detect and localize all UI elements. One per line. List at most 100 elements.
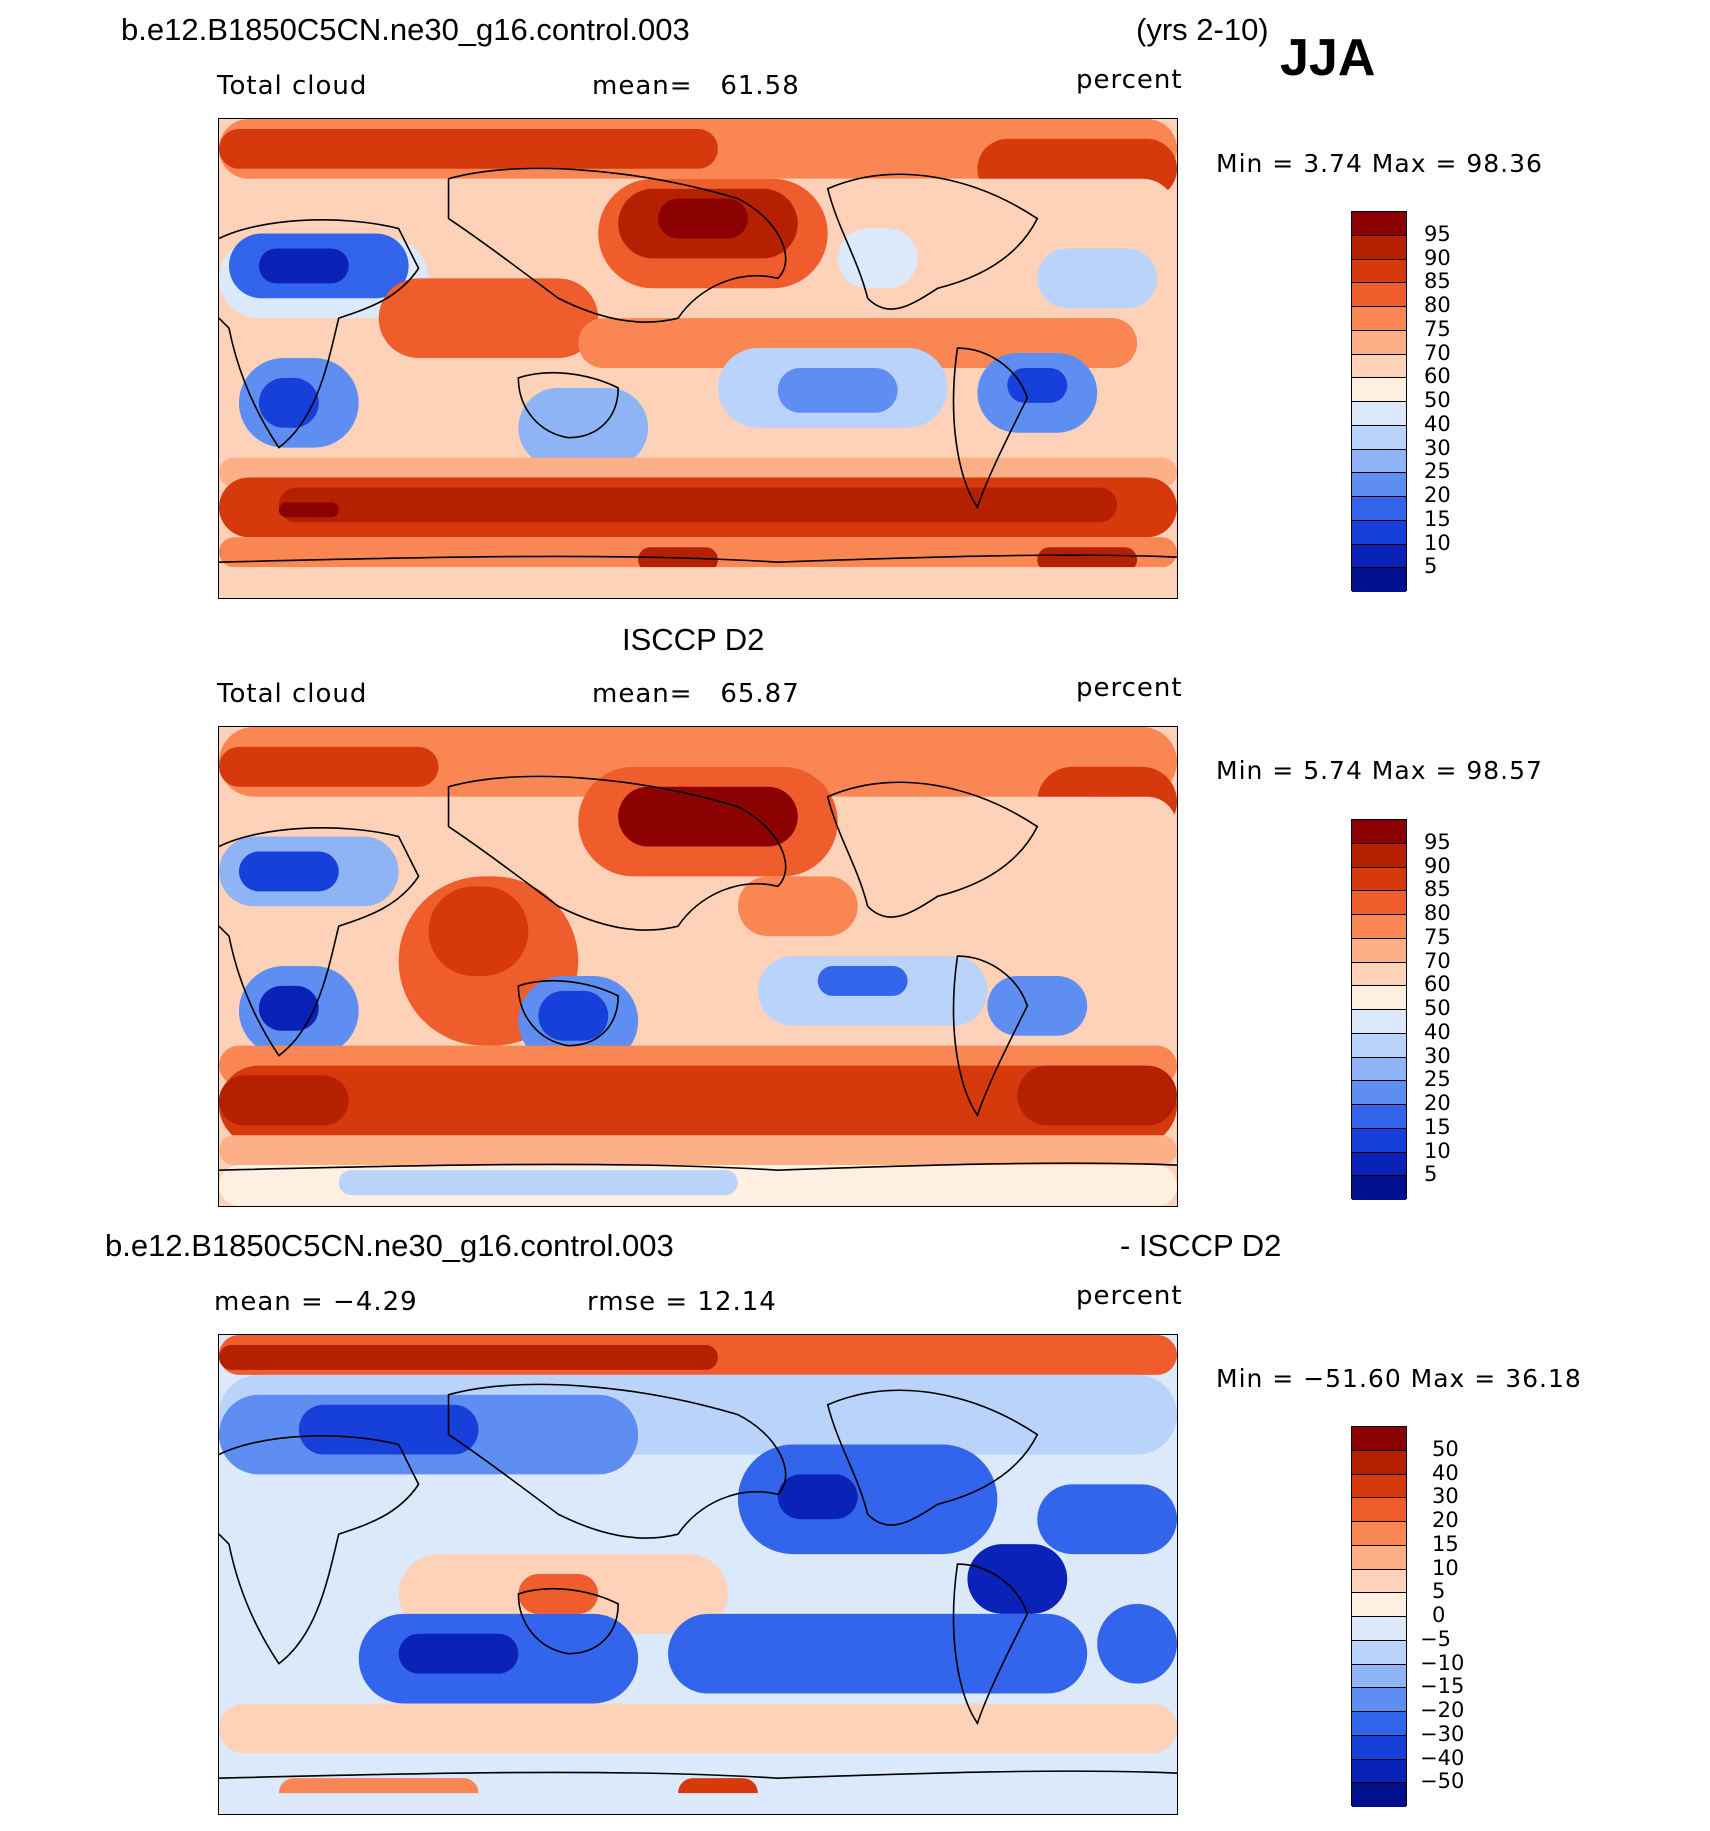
colorbar-tick-label: −40 [1420, 1745, 1465, 1770]
colorbar-box [1352, 1057, 1406, 1082]
colorbar-box [1352, 1033, 1406, 1058]
colorbar-tick-label: 95 [1424, 829, 1451, 854]
colorbar-box [1352, 891, 1406, 915]
panel2-variable-label: Total cloud [217, 679, 368, 709]
colorbar-box [1352, 497, 1406, 521]
panel3-units: percent [1076, 1281, 1183, 1311]
colorbar-box [1352, 1152, 1406, 1177]
colorbar-box [1352, 402, 1406, 426]
field-contour-region [219, 1753, 1177, 1784]
colorbar-box [1352, 1081, 1406, 1105]
field-contour-region [638, 547, 718, 573]
panel1-map [218, 118, 1178, 599]
field-contour-region [737, 876, 858, 937]
colorbar-tick-label: 40 [1424, 411, 1451, 436]
colorbar-box [1352, 330, 1406, 355]
field-contour-region [238, 851, 339, 892]
colorbar-box [1352, 520, 1406, 545]
colorbar-box [1352, 938, 1406, 963]
colorbar-box [1352, 843, 1406, 868]
field-contour-region [1017, 1065, 1177, 1126]
colorbar-tick-label: 75 [1424, 924, 1451, 949]
field-contour-region [378, 278, 599, 359]
colorbar-tick-label: 25 [1424, 459, 1451, 484]
coastline [517, 979, 619, 1047]
field-contour-region [258, 248, 349, 284]
colorbar-tick-label: 5 [1424, 554, 1438, 579]
field-contour-region [777, 1474, 858, 1520]
colorbar-box [1352, 1474, 1406, 1499]
panel2-colorbar [1351, 819, 1407, 1200]
colorbar-tick-label: 40 [1432, 1460, 1459, 1485]
colorbar-tick-label: 20 [1424, 1091, 1451, 1115]
colorbar-tick-label: 70 [1424, 340, 1451, 365]
colorbar-tick-label: 20 [1424, 483, 1451, 507]
panel2-mean-label: mean= 65.87 [592, 681, 800, 707]
field-contour-region [1037, 1484, 1177, 1555]
colorbar-box [1352, 1640, 1406, 1665]
panel2-mean-value: 65.87 [720, 679, 800, 709]
panel1-min-max: Min = 3.74 Max = 98.36 [1216, 149, 1543, 178]
colorbar-tick-label: −15 [1420, 1674, 1465, 1699]
panel2-title: ISCCP D2 [622, 622, 765, 657]
colorbar-box [1352, 986, 1406, 1010]
field-contour-region [658, 198, 748, 239]
field-contour-region [258, 377, 319, 428]
panel1-mean-key: mean= [592, 71, 693, 101]
colorbar-box [1352, 1498, 1406, 1522]
colorbar-tick-label: 70 [1424, 948, 1451, 973]
colorbar-tick-label: 10 [1424, 530, 1451, 555]
colorbar-tick-label: 30 [1424, 435, 1451, 460]
colorbar-box [1352, 259, 1406, 284]
colorbar-tick-label: 15 [1424, 1114, 1451, 1139]
field-contour-region [1037, 547, 1138, 573]
colorbar-tick-label: −20 [1420, 1698, 1465, 1722]
colorbar-tick-label: −50 [1420, 1769, 1465, 1794]
colorbar-tick-label: 60 [1424, 364, 1451, 389]
coastline [447, 1383, 787, 1539]
panel1-units: percent [1076, 65, 1183, 95]
coastline [826, 173, 1039, 310]
colorbar-box [1352, 354, 1406, 379]
field-contour-region [219, 1344, 718, 1370]
panel2-map [218, 726, 1178, 1207]
field-contour-region [219, 567, 1177, 598]
colorbar-box [1352, 820, 1406, 844]
coastline [219, 1162, 1177, 1171]
colorbar-box [1352, 1569, 1406, 1594]
panel1-variable-label: Total cloud [217, 71, 368, 101]
colorbar-box [1352, 1105, 1406, 1129]
colorbar-box [1352, 473, 1406, 497]
colorbar-tick-label: 5 [1424, 1162, 1438, 1187]
field-contour-region [668, 1613, 1088, 1694]
field-contour-region [1037, 248, 1158, 309]
coastline [219, 1770, 1177, 1779]
panel3-title-left: b.e12.B1850C5CN.ne30_g16.control.003 [105, 1228, 674, 1263]
years-label: (yrs 2-10) [1136, 12, 1269, 47]
panel1-colorbar [1351, 211, 1407, 592]
colorbar-tick-label: 50 [1424, 996, 1451, 1020]
coastline [517, 371, 619, 439]
colorbar-box [1352, 1128, 1406, 1153]
colorbar-tick-label: 50 [1432, 1436, 1459, 1461]
colorbar-box [1352, 867, 1406, 892]
panel3-rmse-label: rmse = 12.14 [587, 1287, 777, 1317]
colorbar-box [1352, 1617, 1406, 1641]
field-contour-region [538, 990, 609, 1041]
colorbar-tick-label: 80 [1424, 293, 1451, 317]
coastline [219, 827, 420, 1057]
colorbar-box [1352, 1010, 1406, 1034]
panel2-field-svg [219, 727, 1177, 1206]
colorbar-box [1352, 1450, 1406, 1475]
field-contour-region [518, 1574, 599, 1614]
colorbar-box [1352, 1427, 1406, 1451]
colorbar-box [1352, 962, 1406, 987]
colorbar-box [1352, 1688, 1406, 1712]
coastline [219, 219, 420, 449]
colorbar-box [1352, 1176, 1406, 1200]
colorbar-tick-label: 30 [1424, 1043, 1451, 1068]
colorbar-box [1352, 1664, 1406, 1689]
colorbar-tick-label: 85 [1424, 877, 1451, 902]
colorbar-tick-label: 15 [1432, 1531, 1459, 1556]
field-contour-region [618, 786, 798, 847]
